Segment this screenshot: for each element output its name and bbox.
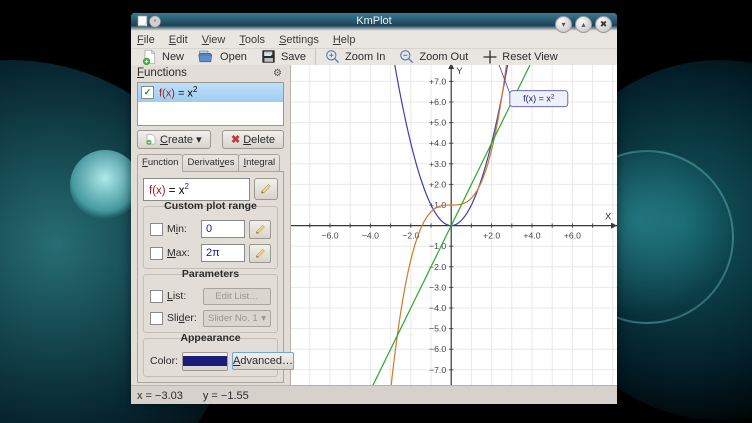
svg-text:−7.0: −7.0 [429, 365, 446, 375]
svg-text:+4.0: +4.0 [429, 138, 446, 148]
svg-text:−5.0: −5.0 [429, 324, 446, 334]
svg-text:−4.0: −4.0 [362, 231, 379, 241]
svg-text:−1.0: −1.0 [429, 241, 446, 251]
svg-text:−3.0: −3.0 [429, 282, 446, 292]
svg-text:+7.0: +7.0 [429, 76, 446, 86]
svg-text:f(x) = x2: f(x) = x2 [523, 93, 555, 104]
svg-text:+6.0: +6.0 [429, 97, 446, 107]
svg-text:Y: Y [456, 66, 463, 77]
svg-text:+2.0: +2.0 [429, 179, 446, 189]
svg-text:+6.0: +6.0 [564, 231, 581, 241]
svg-text:X: X [605, 212, 612, 223]
svg-text:+3.0: +3.0 [429, 159, 446, 169]
svg-text:+5.0: +5.0 [429, 118, 446, 128]
svg-text:−4.0: −4.0 [429, 303, 446, 313]
svg-text:−6.0: −6.0 [429, 344, 446, 354]
svg-text:−6.0: −6.0 [321, 231, 338, 241]
svg-text:+4.0: +4.0 [523, 231, 540, 241]
svg-text:+2.0: +2.0 [483, 231, 500, 241]
